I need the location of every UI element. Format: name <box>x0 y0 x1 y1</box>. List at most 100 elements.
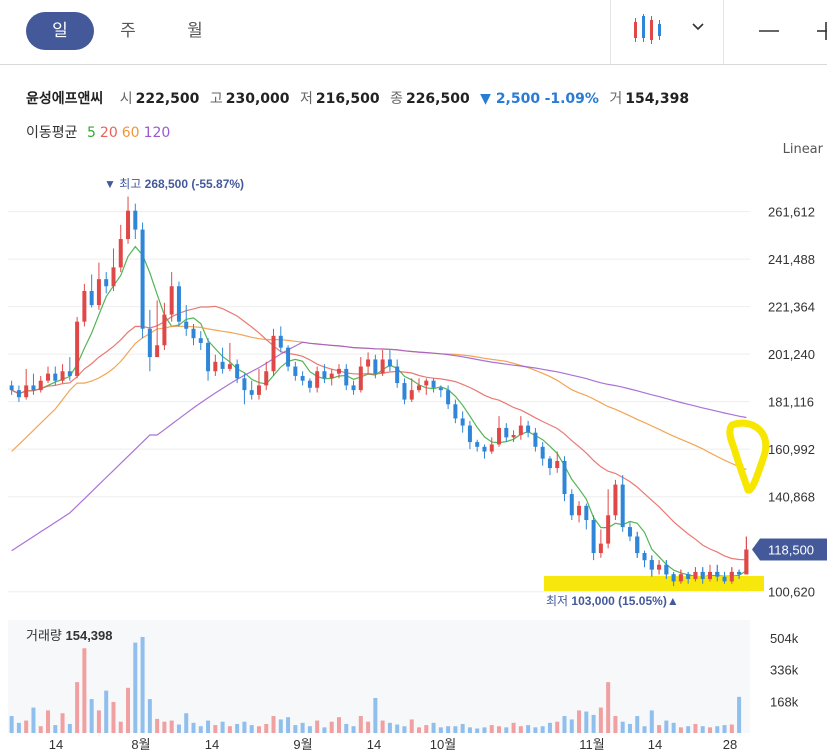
ma-60[interactable]: 60 <box>121 125 140 141</box>
candle-body <box>300 375 305 381</box>
candle-body <box>409 390 414 400</box>
volume-bar <box>737 696 742 733</box>
candle-body <box>700 571 705 580</box>
ma-120[interactable]: 120 <box>143 125 171 141</box>
candle-body <box>387 359 392 367</box>
volume-bar <box>577 710 582 733</box>
candle-body <box>111 267 116 287</box>
ma-60-line <box>11 325 747 470</box>
volume-bar <box>60 713 65 733</box>
volume-bar <box>402 726 407 733</box>
x-tick-label: 14 <box>205 737 219 751</box>
volume-bar <box>155 718 160 733</box>
volume-panel-label: 거래량 154,398 <box>26 628 113 643</box>
volume-bar <box>547 722 552 733</box>
ma-20[interactable]: 20 <box>99 125 118 141</box>
scale-toggle[interactable]: Linear <box>782 142 823 157</box>
tab-weekly[interactable]: 주 <box>120 21 136 41</box>
candle-body <box>373 359 378 374</box>
x-tick-label: 11월 <box>579 737 604 751</box>
ma-20-line <box>11 305 747 561</box>
candle-body <box>606 515 611 544</box>
candle-body <box>176 286 181 322</box>
candle-body <box>140 229 145 329</box>
volume-bar <box>533 727 538 733</box>
candle-body <box>344 368 349 386</box>
candle-body <box>577 505 582 516</box>
y-tick-label: 160,992 <box>768 442 815 457</box>
tab-daily[interactable]: 일 <box>26 12 94 50</box>
candle-body <box>184 321 189 329</box>
volume-bar <box>344 723 349 733</box>
volume-tick-label: 336k <box>770 663 799 678</box>
candle-body <box>89 290 94 306</box>
candle-body <box>46 373 51 381</box>
y-tick-label: 100,620 <box>768 585 815 600</box>
candle-body <box>533 432 538 447</box>
volume-bar <box>198 726 203 733</box>
moving-average-legend: 이동평균 5 20 60 120 <box>26 122 175 142</box>
candle-body <box>737 571 742 575</box>
volume-bar <box>140 636 145 733</box>
volume-bar <box>649 710 654 733</box>
volume-bar <box>431 722 436 733</box>
volume-label: 거 <box>609 91 623 107</box>
volume-bar <box>620 721 625 733</box>
candle-body <box>526 425 531 433</box>
candle-body <box>613 484 618 516</box>
candle-body <box>198 338 203 343</box>
chevron-down-icon[interactable] <box>690 18 706 34</box>
candle-body <box>635 536 640 554</box>
volume-bar <box>38 726 43 733</box>
candle-body <box>336 368 341 374</box>
candle-body <box>60 371 65 381</box>
volume-bar <box>111 701 116 733</box>
volume-bar <box>184 713 189 733</box>
ma-5[interactable]: 5 <box>86 125 96 141</box>
candlestick-icon[interactable] <box>632 12 666 46</box>
candle-body <box>380 359 385 374</box>
volume-bar <box>598 707 603 733</box>
candle-body <box>555 460 560 469</box>
low-annotation-value: 103,000 (15.05%)▲ <box>571 594 678 608</box>
candle-body <box>227 364 232 369</box>
volume-bar <box>380 720 385 733</box>
volume-bar <box>606 682 611 733</box>
volume-bar <box>249 725 254 733</box>
candle-body <box>475 442 480 447</box>
plus-icon[interactable] <box>817 20 827 42</box>
volume-bar <box>191 722 196 733</box>
candle-body <box>9 385 14 391</box>
volume-bar <box>460 723 465 733</box>
candle-body <box>155 345 160 358</box>
candle-body <box>16 390 21 398</box>
candle-body <box>431 380 436 388</box>
volume-bar <box>671 722 676 733</box>
hand-drawn-highlight <box>726 419 770 494</box>
volume-tick-label: 168k <box>770 694 799 709</box>
low-value: 216,500 <box>315 91 380 107</box>
volume-bar <box>446 726 451 733</box>
minimize-icon[interactable] <box>758 20 780 42</box>
volume-bar <box>715 726 720 733</box>
volume-panel-bg <box>8 620 750 733</box>
low-label: 저 <box>299 91 313 107</box>
candle-body <box>569 494 574 516</box>
candle-body <box>351 385 356 391</box>
candle-body <box>402 383 407 400</box>
candle-body <box>540 446 545 459</box>
volume-bar <box>453 726 458 733</box>
candle-body <box>598 543 603 554</box>
tab-monthly[interactable]: 월 <box>187 21 203 41</box>
volume-bar <box>24 720 29 733</box>
candle-body <box>467 425 472 443</box>
open-value: 222,500 <box>135 91 200 107</box>
candle-body <box>518 425 523 435</box>
volume-bar <box>591 714 596 733</box>
candle-body <box>417 385 422 391</box>
ma-label: 이동평균 <box>26 125 78 141</box>
volume-bar <box>584 711 589 733</box>
volume-bar <box>358 716 363 733</box>
volume-bar <box>300 722 305 733</box>
low-annotation-prefix: 최저 103,000 (15.05%)▲ <box>546 594 679 608</box>
